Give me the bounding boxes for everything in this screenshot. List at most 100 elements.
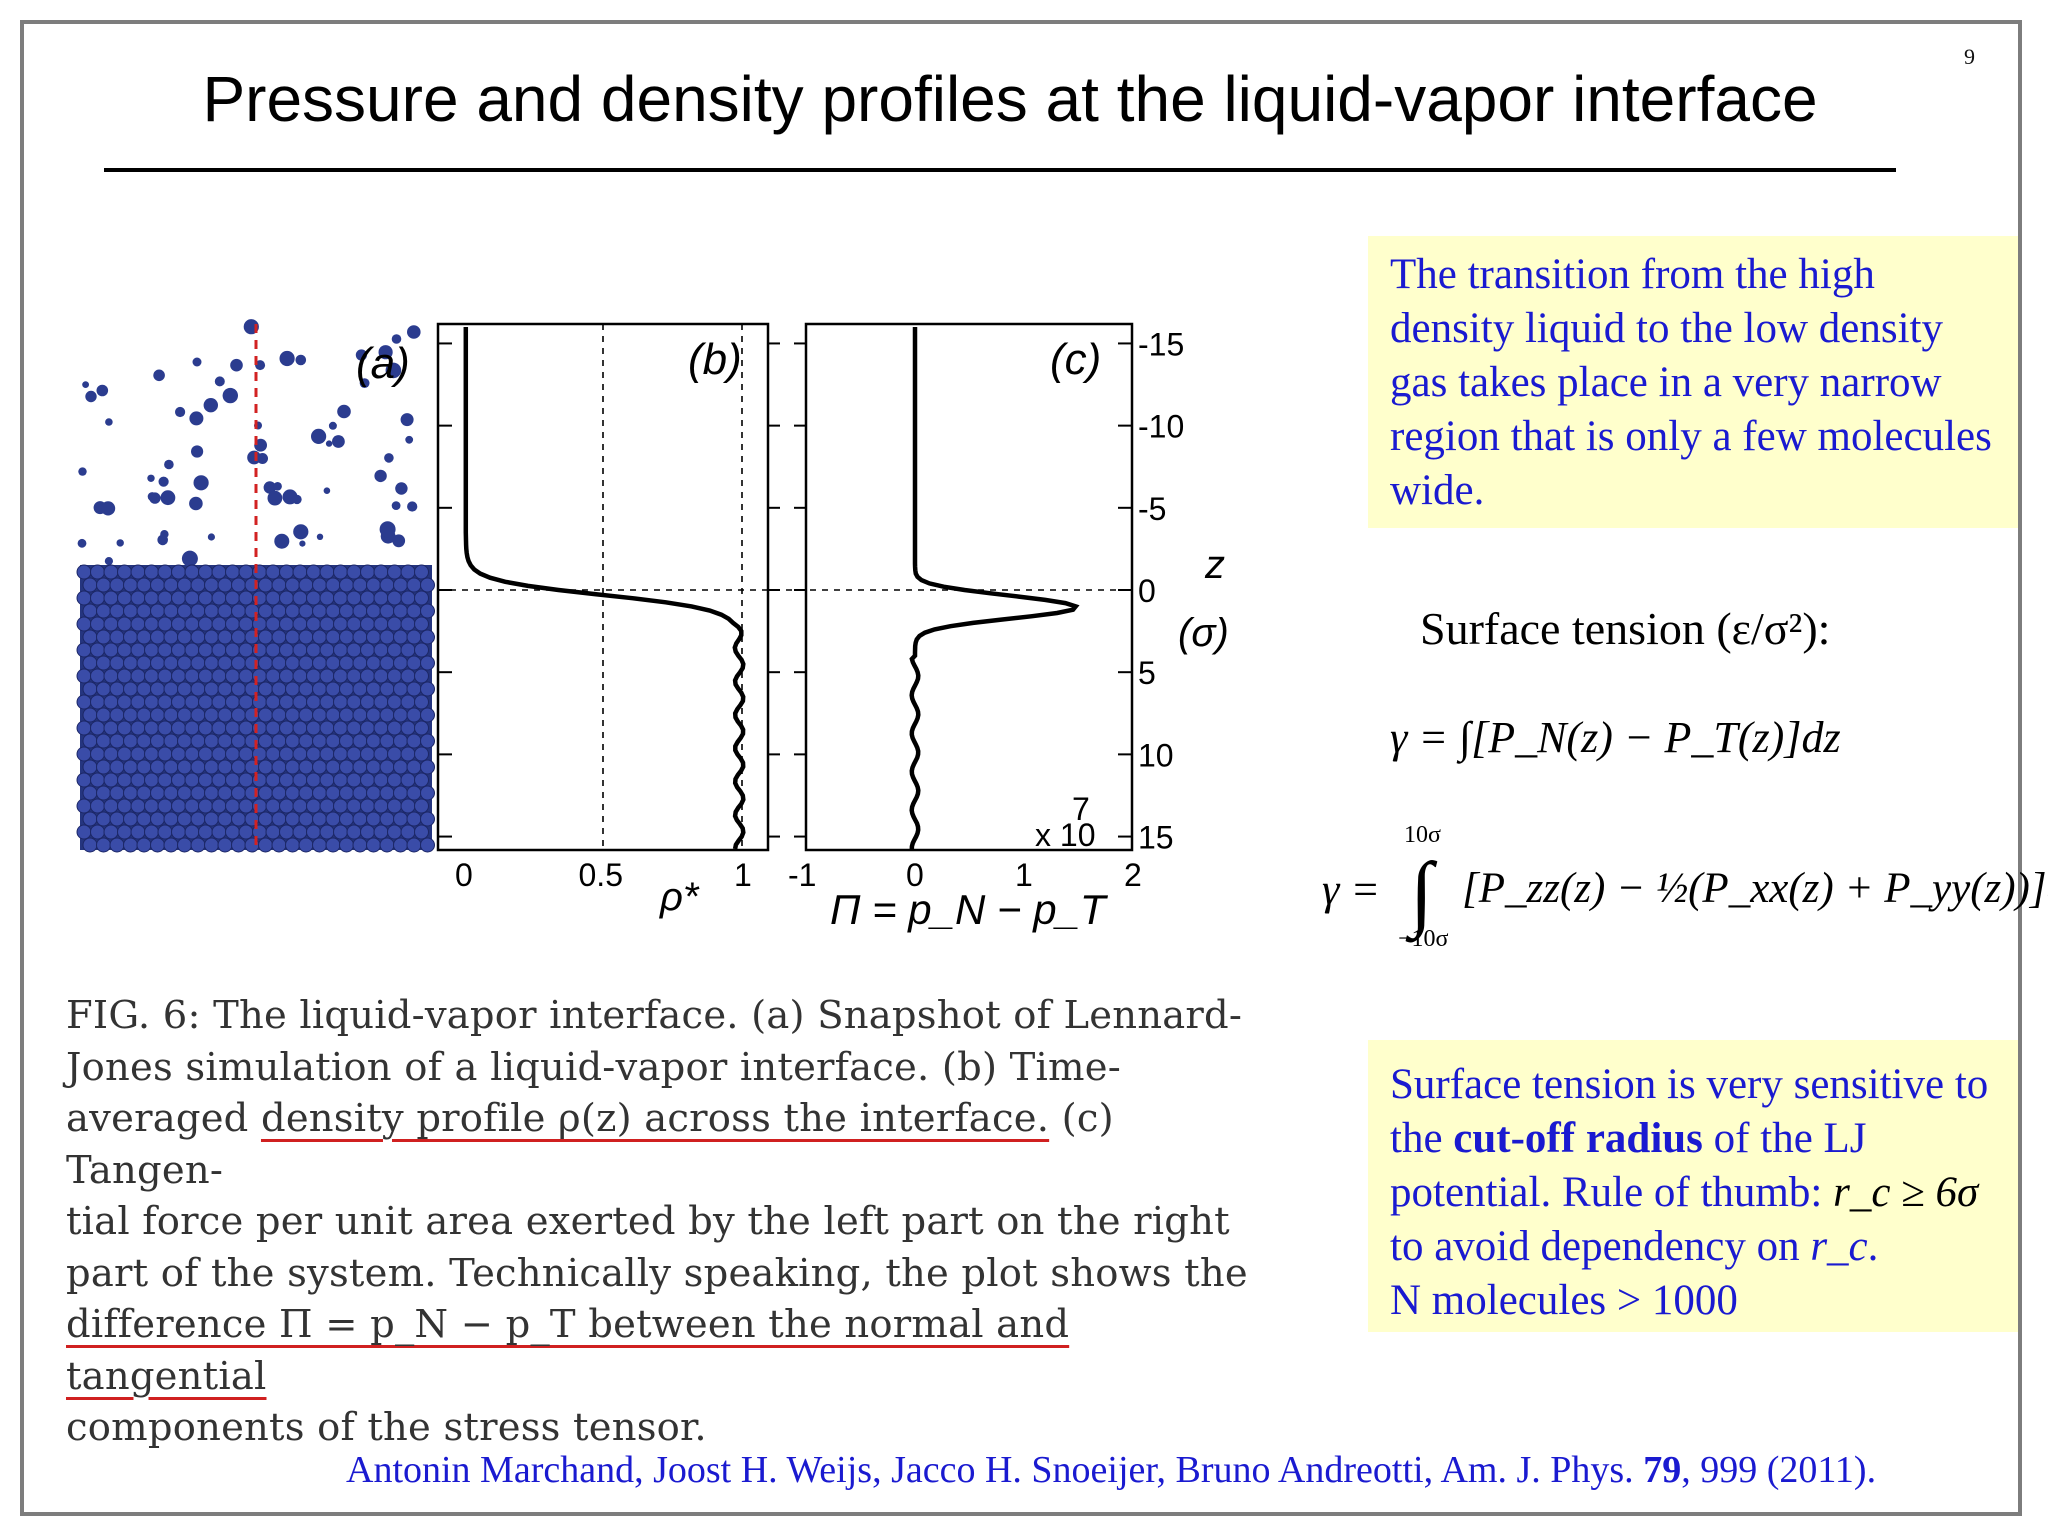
- liquid-particle: [171, 564, 186, 580]
- vapor-particle: [158, 476, 169, 487]
- caption-line: part of the system. Technically speaking…: [66, 1250, 1248, 1296]
- info-text: of the LJ potential. Rule of thumb:: [1390, 1115, 1867, 1216]
- liquid-particle: [339, 577, 354, 593]
- liquid-particle: [163, 655, 179, 671]
- vapor-particle: [263, 481, 276, 494]
- liquid-particle: [406, 655, 422, 671]
- liquid-particle: [352, 707, 368, 723]
- liquid-particle: [292, 616, 308, 632]
- liquid-particle: [136, 577, 152, 593]
- liquid-particle: [103, 746, 119, 762]
- liquid-particle: [217, 681, 233, 697]
- liquid-particle: [82, 681, 98, 697]
- vapor-particle: [355, 349, 367, 361]
- liquid-particle: [103, 564, 119, 580]
- liquid-particle: [238, 746, 254, 762]
- liquid-particle: [103, 616, 119, 632]
- vapor-particle: [407, 501, 418, 512]
- liquid-particle: [150, 655, 165, 671]
- liquid-particle: [360, 668, 375, 684]
- liquid-particle: [217, 759, 233, 775]
- vapor-particle: [391, 334, 402, 344]
- liquid-particle: [312, 655, 327, 671]
- liquid-particle: [238, 642, 254, 658]
- vapor-particle: [274, 533, 290, 549]
- liquid-particle: [238, 720, 254, 736]
- liquid-particle: [420, 629, 435, 645]
- liquid-particle: [312, 577, 327, 593]
- liquid-particle: [184, 668, 200, 684]
- vapor-particle: [101, 501, 116, 516]
- liquid-particle: [150, 603, 165, 619]
- caption-line: components of the stress tensor.: [66, 1405, 707, 1450]
- liquid-particle: [117, 798, 132, 814]
- liquid-particle: [400, 564, 416, 580]
- liquid-particle: [285, 655, 300, 671]
- liquid-particle: [366, 811, 381, 827]
- liquid-particle: [393, 785, 408, 801]
- vapor-particle: [405, 435, 414, 444]
- liquid-particle: [333, 746, 348, 762]
- liquid-particle: [393, 603, 408, 619]
- vapor-particle: [385, 362, 402, 379]
- liquid-particle: [325, 681, 341, 697]
- liquid-particle: [76, 668, 92, 684]
- liquid-particle: [298, 785, 314, 801]
- liquid-particle: [96, 655, 111, 671]
- liquid-particle: [333, 720, 348, 736]
- liquid-particle: [109, 603, 125, 619]
- vapor-particle: [160, 490, 176, 506]
- liquid-particle: [400, 590, 416, 606]
- liquid-particle: [333, 590, 348, 606]
- panel-a-snapshot: (a): [76, 319, 435, 853]
- liquid-particle: [144, 642, 159, 658]
- liquid-particle: [103, 668, 119, 684]
- liquid-particle: [346, 564, 362, 580]
- liquid-particle: [298, 837, 314, 853]
- liquid-particle: [414, 616, 429, 632]
- citation-rest: , 999 (2011).: [1681, 1449, 1877, 1491]
- panel-b-x-ticks: 0 0.5 1: [455, 857, 752, 893]
- liquid-particle: [117, 694, 132, 710]
- liquid-particle: [171, 720, 186, 736]
- liquid-particle: [265, 668, 281, 684]
- liquid-particle: [123, 837, 138, 853]
- vapor-particle: [230, 358, 243, 372]
- liquid-particle: [414, 564, 429, 580]
- liquid-particle: [117, 564, 132, 580]
- caption-text: (c) Tangen-: [66, 1096, 1114, 1193]
- liquid-particle: [231, 603, 246, 619]
- liquid-particle: [76, 694, 92, 710]
- liquid-particle: [190, 603, 206, 619]
- liquid-particle: [339, 837, 354, 853]
- liquid-particle: [319, 564, 335, 580]
- liquid-particle: [298, 629, 314, 645]
- liquid-particle: [379, 681, 395, 697]
- liquid-particle: [279, 564, 294, 580]
- liquid-particle: [144, 564, 159, 580]
- liquid-particle: [346, 590, 362, 606]
- vapor-particle: [379, 521, 396, 538]
- liquid-particle: [319, 694, 335, 710]
- panel-c-label: (c): [1050, 335, 1101, 384]
- liquid-particle: [387, 746, 402, 762]
- liquid-particle: [96, 629, 111, 645]
- liquid-particle: [82, 759, 98, 775]
- z-tick-label: 10: [1138, 737, 1174, 773]
- info-text-molecules: N molecules > 1000: [1390, 1277, 1738, 1324]
- liquid-particle: [225, 564, 240, 580]
- liquid-particle: [325, 603, 341, 619]
- vapor-particle: [328, 421, 337, 430]
- liquid-particle: [406, 629, 422, 645]
- liquid-particle: [279, 772, 294, 788]
- liquid-particle: [90, 824, 105, 840]
- liquid-particle: [157, 772, 173, 788]
- liquid-particle: [325, 629, 341, 645]
- liquid-particle: [312, 811, 327, 827]
- liquid-particle: [190, 577, 206, 593]
- liquid-particle: [400, 824, 416, 840]
- liquid-particle: [198, 824, 213, 840]
- liquid-particle: [76, 590, 92, 606]
- eq2-body: [P_zz(z) − ½(P_xx(z) + P_yy(z))]dz: [1462, 865, 2048, 912]
- liquid-particle: [109, 629, 125, 645]
